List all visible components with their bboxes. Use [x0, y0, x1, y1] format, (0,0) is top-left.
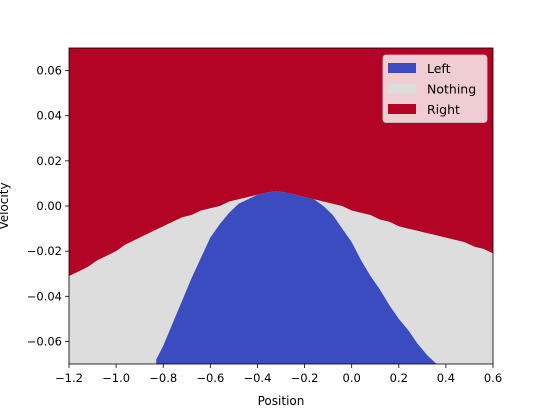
y-tick-label: 0.06	[36, 64, 62, 78]
y-tick-label: −0.02	[27, 244, 62, 258]
x-tick-label: −0.6	[196, 371, 224, 385]
x-tick-label: −0.2	[291, 371, 319, 385]
x-tick-label: 0.2	[390, 371, 408, 385]
y-tick-label: −0.06	[27, 334, 62, 348]
y-tick-label: 0.02	[36, 154, 62, 168]
x-tick-label: −1.0	[102, 371, 130, 385]
x-tick-label: 0.4	[437, 371, 455, 385]
y-tick-label: −0.04	[27, 289, 62, 303]
x-tick-label: 0.0	[343, 371, 361, 385]
legend-label-nothing: Nothing	[427, 82, 476, 97]
x-tick-label: −1.2	[55, 371, 83, 385]
y-tick-label: 0.00	[36, 199, 62, 213]
x-tick-label: −0.4	[243, 371, 271, 385]
x-tick-label: 0.6	[484, 371, 502, 385]
y-axis-label: Velocity	[0, 182, 11, 229]
x-tick-label: −0.8	[149, 371, 177, 385]
legend-swatch-right	[388, 104, 416, 114]
legend-swatch-nothing	[388, 84, 416, 94]
y-tick-label: 0.04	[36, 109, 62, 123]
legend-swatch-left	[388, 63, 416, 73]
x-axis-label: Position	[258, 394, 305, 408]
legend-label-left: Left	[427, 61, 451, 76]
legend-label-right: Right	[427, 102, 460, 117]
legend: Left Nothing Right	[383, 55, 487, 123]
